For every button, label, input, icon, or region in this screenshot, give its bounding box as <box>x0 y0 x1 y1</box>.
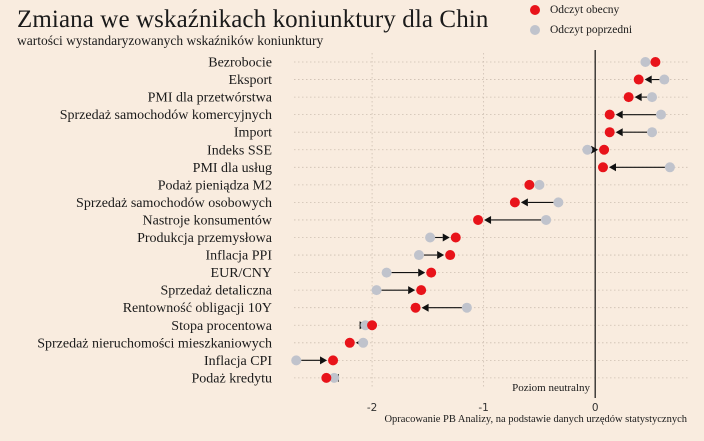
current-value-dot <box>623 92 634 103</box>
category-label: Eksport <box>228 73 272 88</box>
current-value-dot <box>604 127 615 138</box>
current-value-dot <box>473 214 484 225</box>
current-value-dot <box>650 57 661 67</box>
previous-value-dot <box>647 92 658 103</box>
chart-subtitle: wartości wystandaryzowanych wskaźników k… <box>17 33 324 48</box>
change-arrow-head <box>644 75 652 84</box>
current-value-dot <box>524 179 535 190</box>
category-label: Inflacja PPI <box>206 249 273 264</box>
change-arrow-head <box>608 163 616 172</box>
previous-value-dot <box>358 337 369 348</box>
category-label: Produkcja przemysłowa <box>137 231 273 246</box>
previous-value-dot <box>413 250 424 261</box>
chart-title: Zmiana we wskaźnikach koniunktury dla Ch… <box>17 6 489 33</box>
category-label: Import <box>234 126 272 141</box>
category-label: Indeks SSE <box>207 143 272 158</box>
previous-value-dot <box>381 267 392 278</box>
previous-value-dot <box>329 372 340 383</box>
previous-value-dot <box>371 285 382 296</box>
category-label: Sprzedaż samochodów komercyjnych <box>60 108 272 123</box>
change-arrow-head <box>437 251 445 260</box>
category-label: Stopa procentowa <box>171 319 272 334</box>
previous-value-dot <box>291 355 302 366</box>
previous-value-dot <box>640 57 651 67</box>
current-value-dot <box>604 109 615 120</box>
previous-value-dot <box>655 109 666 120</box>
previous-value-dot <box>461 302 472 313</box>
current-value-dot <box>599 144 610 155</box>
current-value-dot <box>509 197 520 208</box>
x-tick-label: 0 <box>592 402 599 414</box>
previous-value-dot <box>553 197 564 208</box>
current-value-dot <box>410 302 421 313</box>
current-value-dot <box>633 74 644 85</box>
source-note: Opracowanie PB Analizy, na podstawie dan… <box>384 414 687 425</box>
change-arrow-head <box>408 286 416 295</box>
label-layer: Bezrobocie Eksport PMI dla przetwórstwa Spr… <box>37 56 273 387</box>
x-tick-label: -2 <box>367 402 377 414</box>
previous-value-dot <box>534 179 545 190</box>
current-value-dot <box>426 267 437 278</box>
category-label: Sprzedaż samochodów osobowych <box>76 196 272 211</box>
current-value-dot <box>344 337 355 348</box>
change-arrow-head <box>520 198 528 207</box>
change-arrow-head <box>421 303 429 312</box>
category-label: Nastroje konsumentów <box>143 213 273 228</box>
x-tick-label: -1 <box>478 402 488 414</box>
category-label: PMI dla usług <box>193 161 272 176</box>
axis-layer: -2 -1 0 <box>367 50 599 414</box>
category-label: EUR/CNY <box>211 266 272 281</box>
previous-value-dot <box>647 127 658 138</box>
category-label: Podaż pieniądza M2 <box>158 178 272 193</box>
change-arrow-head <box>615 128 623 137</box>
category-label: Inflacja CPI <box>204 354 272 369</box>
previous-value-dot <box>664 162 675 173</box>
change-arrow-head <box>418 268 426 277</box>
category-label: Sprzedaż nieruchomości mieszkaniowych <box>37 336 272 351</box>
category-label: Sprzedaż detaliczna <box>160 284 272 299</box>
previous-value-dot <box>541 214 552 225</box>
category-label: Bezrobocie <box>208 56 272 71</box>
category-label: PMI dla przetwórstwa <box>148 91 273 106</box>
previous-value-dot <box>425 232 436 243</box>
previous-value-dot <box>659 74 670 85</box>
neutral-level-label: Poziom neutralny <box>512 382 590 394</box>
current-value-dot <box>367 320 378 331</box>
current-value-dot <box>445 250 456 261</box>
change-arrow-head <box>442 233 450 242</box>
legend-current-marker <box>530 5 540 16</box>
legend-current-label: Odczyt obecny <box>550 4 620 16</box>
legend-previous-marker <box>530 25 540 36</box>
legend-item-current: Odczyt obecny <box>530 4 619 16</box>
current-value-dot <box>328 355 339 366</box>
change-arrow-head <box>615 110 623 119</box>
change-arrow-head <box>634 93 642 102</box>
change-arrow-head <box>484 215 492 224</box>
dot-layer <box>291 57 675 383</box>
current-value-dot <box>597 162 608 173</box>
current-value-dot <box>321 372 332 383</box>
legend-item-previous: Odczyt poprzedni <box>530 24 632 36</box>
current-value-dot <box>416 285 427 296</box>
change-arrow-head <box>591 145 599 154</box>
category-label: Podaż kredytu <box>192 371 272 386</box>
legend-previous-label: Odczyt poprzedni <box>550 24 633 36</box>
category-label: Rentowność obligacji 10Y <box>123 301 272 316</box>
previous-value-dot <box>582 144 593 155</box>
current-value-dot <box>450 232 461 243</box>
change-arrow-head <box>320 356 328 365</box>
